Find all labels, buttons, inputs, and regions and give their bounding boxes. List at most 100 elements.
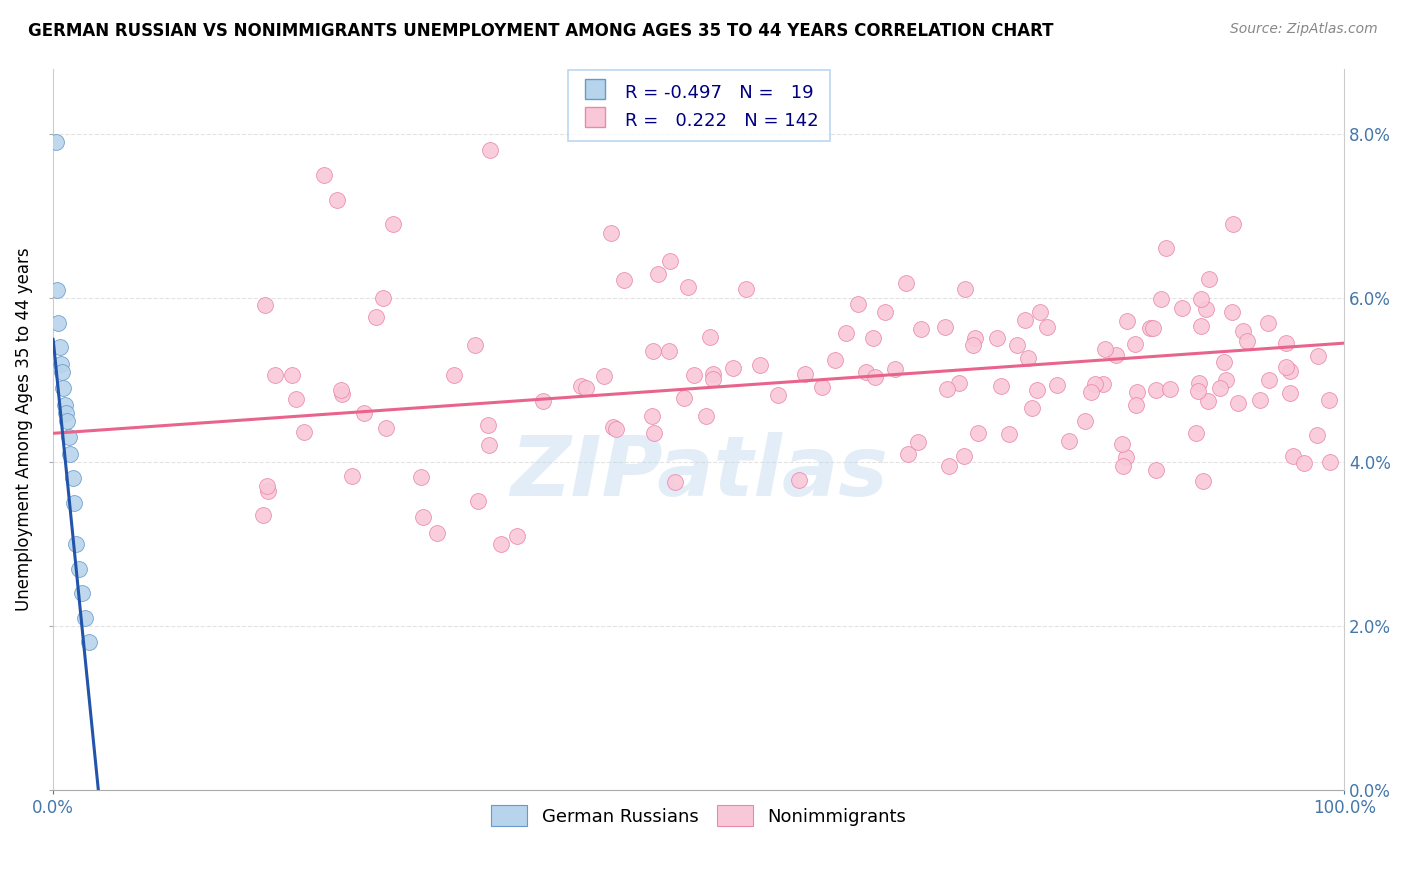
Point: [1074, 414, 1097, 428]
Point: [1192, 474, 1215, 488]
Point: [1187, 376, 1209, 391]
Point: [1195, 302, 1218, 317]
Point: [962, 338, 984, 352]
Point: [1116, 314, 1139, 328]
Point: [1249, 393, 1271, 408]
Point: [506, 529, 529, 543]
Point: [1126, 385, 1149, 400]
Point: [986, 331, 1008, 345]
Point: [1278, 385, 1301, 400]
Point: [641, 409, 664, 424]
Point: [948, 376, 970, 390]
Point: [326, 193, 349, 207]
Point: [1115, 450, 1137, 464]
Text: ZIPatlas: ZIPatlas: [510, 432, 887, 513]
Point: [1308, 350, 1330, 364]
Point: [479, 144, 502, 158]
Point: [1227, 396, 1250, 410]
Point: [794, 367, 817, 381]
Point: [1026, 383, 1049, 397]
Point: [45, 136, 67, 150]
Point: [1212, 354, 1234, 368]
Point: [748, 358, 770, 372]
Point: [264, 368, 287, 382]
Point: [443, 368, 465, 383]
Point: [364, 310, 387, 325]
Point: [1317, 393, 1340, 408]
Point: [58, 430, 80, 444]
Point: [934, 319, 956, 334]
Point: [569, 379, 592, 393]
Point: [56, 414, 79, 428]
Point: [1112, 459, 1135, 474]
Point: [963, 331, 986, 345]
Point: [46, 316, 69, 330]
Point: [907, 435, 929, 450]
Point: [936, 383, 959, 397]
Point: [1046, 378, 1069, 392]
Point: [257, 483, 280, 498]
Point: [735, 282, 758, 296]
Point: [1154, 241, 1177, 255]
Point: [51, 365, 73, 379]
Point: [1021, 401, 1043, 415]
Point: [938, 458, 960, 473]
Point: [824, 353, 846, 368]
Point: [1123, 337, 1146, 351]
Point: [702, 367, 724, 381]
Point: [412, 510, 434, 524]
Point: [59, 447, 82, 461]
Point: [55, 406, 77, 420]
Point: [658, 344, 681, 359]
Point: [1209, 381, 1232, 395]
Point: [676, 280, 699, 294]
Point: [1139, 321, 1161, 335]
Point: [75, 611, 97, 625]
Point: [411, 470, 433, 484]
Point: [664, 475, 686, 489]
Point: [643, 426, 665, 441]
Point: [600, 227, 623, 241]
Point: [1278, 364, 1301, 378]
Point: [1150, 292, 1173, 306]
Point: [478, 438, 501, 452]
Point: [811, 380, 834, 394]
Point: [1185, 425, 1208, 440]
Point: [641, 344, 664, 359]
Point: [489, 537, 512, 551]
Point: [998, 427, 1021, 442]
Point: [1197, 393, 1219, 408]
Point: [1092, 376, 1115, 391]
Point: [79, 635, 101, 649]
Point: [1017, 351, 1039, 365]
Point: [766, 388, 789, 402]
Point: [314, 168, 336, 182]
Point: [1275, 335, 1298, 350]
Point: [46, 283, 69, 297]
Point: [281, 368, 304, 382]
Point: [897, 447, 920, 461]
Point: [593, 368, 616, 383]
Point: [332, 387, 354, 401]
Point: [699, 329, 721, 343]
Point: [353, 406, 375, 420]
Point: [1111, 437, 1133, 451]
Point: [1170, 301, 1192, 316]
Point: [873, 305, 896, 319]
Point: [1144, 384, 1167, 398]
Point: [721, 361, 744, 376]
Point: [1144, 463, 1167, 477]
Point: [373, 291, 395, 305]
Point: [375, 421, 398, 435]
Point: [1257, 316, 1279, 330]
Point: [1189, 292, 1212, 306]
Point: [1125, 398, 1147, 412]
Point: [855, 365, 877, 379]
Legend: German Russians, Nonimmigrants: German Russians, Nonimmigrants: [482, 796, 915, 835]
Point: [48, 340, 70, 354]
Point: [1319, 455, 1341, 469]
Point: [1084, 376, 1107, 391]
Point: [1236, 334, 1258, 348]
Point: [1105, 348, 1128, 362]
Point: [254, 298, 277, 312]
